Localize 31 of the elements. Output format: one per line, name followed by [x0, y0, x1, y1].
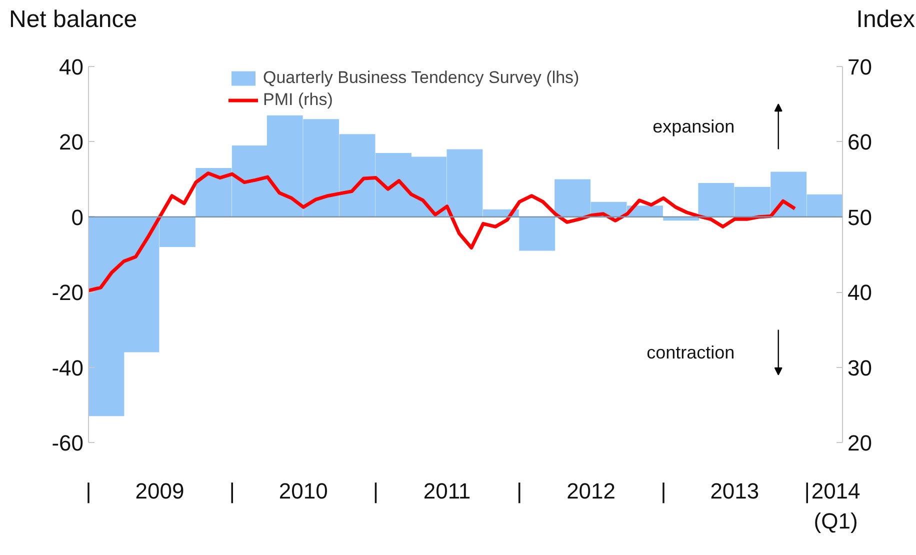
x-tick-label: | [660, 478, 666, 504]
annotation: expansion [652, 116, 735, 137]
y2-tick-label: 30 [848, 355, 872, 380]
x-tick-label: 2013 [710, 478, 760, 504]
y-tick-label: 0 [71, 204, 84, 230]
x-tick-label: | [804, 478, 810, 504]
annotation: contraction [646, 342, 735, 362]
legend-label: PMI (rhs) [263, 90, 333, 110]
y-tick-label: -40 [52, 355, 84, 380]
x-tick-label: | [229, 478, 235, 504]
x-tick-label: | [372, 478, 379, 504]
y-tick-label: 20 [59, 130, 84, 155]
x-tick-label: | [86, 478, 92, 504]
y-axis-title: Net balance [9, 5, 138, 35]
y2-tick-label: 70 [848, 54, 872, 80]
y-tick-label: -60 [52, 430, 84, 456]
x-tick-label: 2009 [135, 478, 184, 504]
x-tick-label: 2012 [566, 478, 616, 504]
y2-tick-label: 50 [848, 204, 872, 230]
x-tick-label: 2014 (Q1) [811, 478, 860, 534]
y2-tick-label: 40 [848, 280, 872, 306]
legend-label: Quarterly Business Tendency Survey (lhs) [263, 68, 580, 88]
y2-tick-label: 60 [848, 130, 872, 155]
x-tick-label: 2010 [278, 478, 328, 504]
y-tick-label: -20 [52, 280, 84, 306]
x-tick-label: 2011 [423, 478, 471, 504]
x-tick-label: | [516, 478, 522, 504]
y-tick-label: 40 [59, 54, 84, 80]
y2-axis-title: Index [856, 5, 915, 35]
y2-tick-label: 20 [848, 430, 872, 456]
line-series [88, 172, 797, 292]
